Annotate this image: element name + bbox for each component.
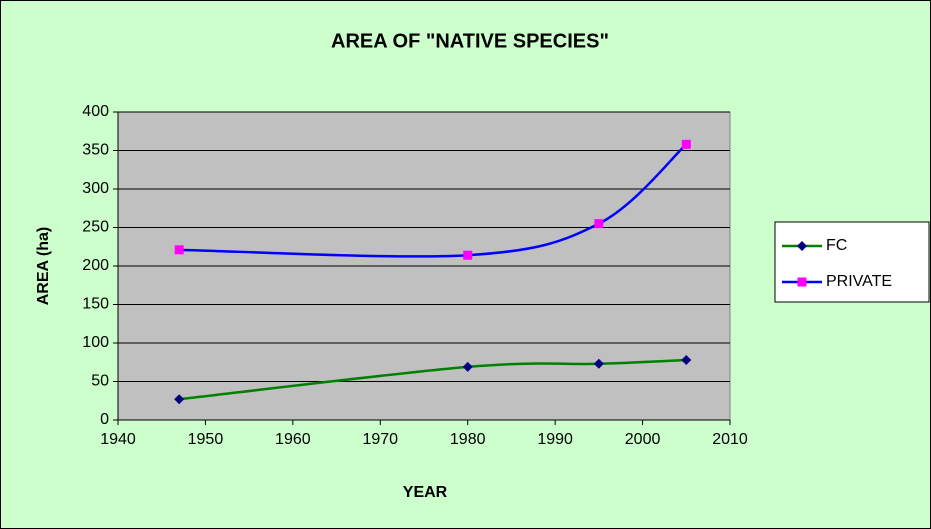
y-tick-label: 250	[82, 219, 109, 236]
x-tick-label: 1980	[450, 431, 486, 448]
y-axis-label: AREA (ha)	[35, 227, 52, 306]
marker	[593, 358, 604, 369]
x-axis-label: YEAR	[403, 484, 448, 501]
marker	[594, 219, 604, 229]
marker	[174, 245, 184, 255]
x-tick-label: 2000	[625, 431, 661, 448]
x-tick-label: 1950	[188, 431, 224, 448]
chart-title: AREA OF "NATIVE SPECIES"	[331, 30, 609, 52]
marker	[462, 361, 473, 372]
legend	[774, 221, 930, 303]
series-line	[179, 143, 688, 258]
y-tick-label: 350	[82, 142, 109, 159]
legend-label: PRIVATE	[826, 273, 892, 290]
legend-marker	[797, 241, 807, 251]
series-line	[179, 358, 687, 401]
x-tick-label: 1940	[100, 431, 136, 448]
marker	[174, 394, 185, 405]
y-tick-label: 50	[91, 373, 109, 390]
legend-marker	[797, 277, 807, 287]
y-tick-label: 300	[82, 180, 109, 197]
marker	[463, 250, 473, 260]
x-tick-label: 1970	[362, 431, 398, 448]
marker	[681, 354, 692, 365]
y-tick-label: 0	[100, 411, 109, 428]
y-tick-label: 400	[82, 103, 109, 120]
y-tick-label: 150	[82, 296, 109, 313]
marker	[681, 139, 691, 149]
x-tick-label: 1990	[537, 431, 573, 448]
y-tick-label: 200	[82, 257, 109, 274]
legend-label: FC	[826, 237, 847, 254]
x-tick-label: 2010	[712, 431, 748, 448]
x-tick-label: 1960	[275, 431, 311, 448]
y-tick-label: 100	[82, 334, 109, 351]
